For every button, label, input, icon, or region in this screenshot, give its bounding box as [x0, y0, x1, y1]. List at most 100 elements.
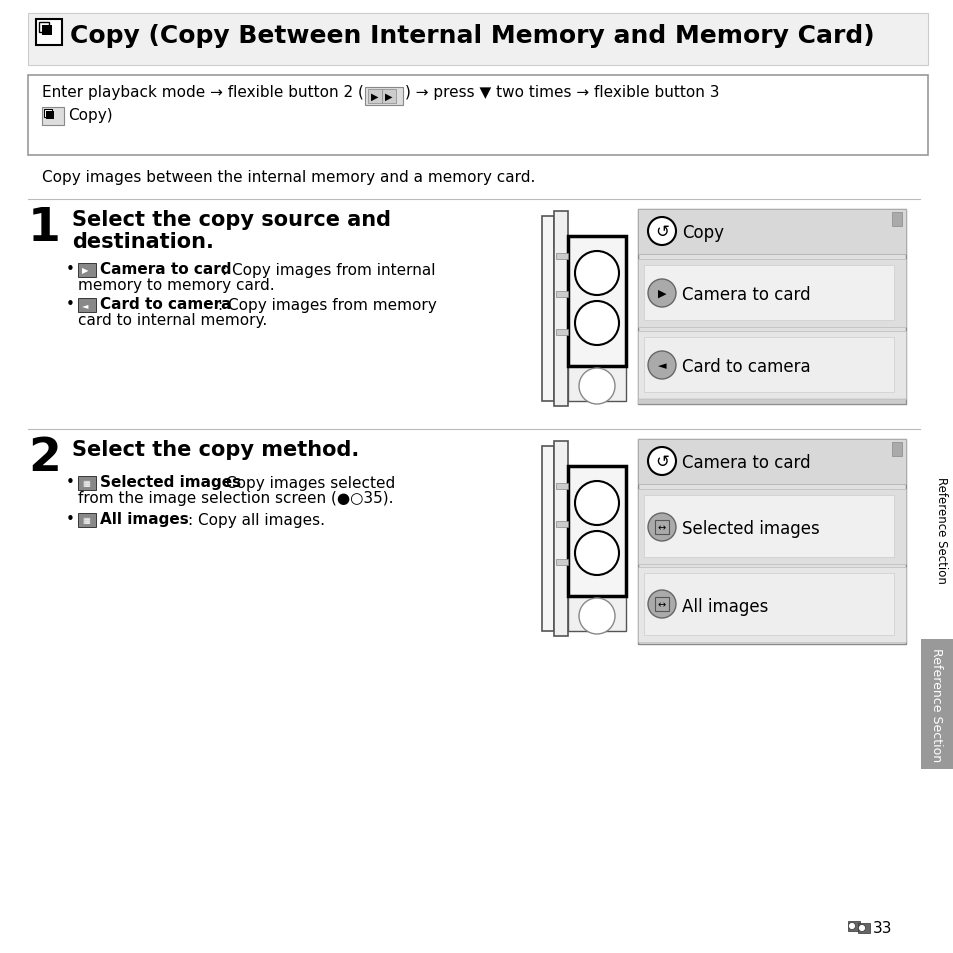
Bar [857, 923, 869, 933]
Bar [78, 514, 96, 527]
Circle shape [578, 369, 615, 405]
Text: All images: All images [681, 598, 767, 616]
Text: ↔: ↔ [658, 522, 665, 533]
Bar [556, 483, 567, 490]
Circle shape [647, 218, 676, 246]
Bar [567, 236, 625, 367]
Text: from the image selection screen (●○35).: from the image selection screen (●○35). [78, 491, 393, 505]
Circle shape [858, 924, 864, 931]
Text: Reference Section: Reference Section [929, 647, 943, 761]
Text: card to internal memory.: card to internal memory. [78, 313, 267, 328]
Bar [554, 212, 567, 407]
Bar [365, 88, 402, 106]
Text: Copy): Copy) [68, 108, 112, 123]
Bar [556, 330, 567, 335]
Circle shape [647, 590, 676, 618]
Text: 1: 1 [28, 206, 61, 251]
Text: •: • [66, 512, 74, 526]
Text: ▶: ▶ [371, 91, 378, 102]
Text: ▶: ▶ [82, 266, 89, 275]
Bar [554, 441, 567, 637]
Bar [381, 90, 395, 104]
Circle shape [647, 280, 676, 308]
Text: : Copy images selected: : Copy images selected [215, 476, 395, 491]
Bar [541, 216, 554, 401]
Text: Select the copy source and: Select the copy source and [71, 210, 391, 230]
Text: Copy: Copy [681, 224, 723, 242]
Text: Select the copy method.: Select the copy method. [71, 439, 359, 459]
Text: memory to memory card.: memory to memory card. [78, 277, 274, 293]
Text: destination.: destination. [71, 232, 213, 252]
Bar [643, 266, 893, 320]
Circle shape [575, 532, 618, 576]
Text: Card to camera: Card to camera [681, 357, 810, 375]
Bar [78, 298, 96, 313]
Text: Copy (Copy Between Internal Memory and Memory Card): Copy (Copy Between Internal Memory and M… [70, 24, 874, 48]
Text: 33: 33 [872, 920, 892, 935]
Bar [541, 447, 554, 631]
Bar [78, 476, 96, 491]
Bar [638, 439, 905, 644]
Circle shape [575, 252, 618, 295]
Text: ▶: ▶ [657, 289, 665, 298]
Bar [567, 597, 625, 631]
Text: Copy images between the internal memory and a memory card.: Copy images between the internal memory … [42, 170, 535, 185]
Bar [920, 639, 953, 769]
Circle shape [647, 514, 676, 541]
Bar [46, 112, 54, 120]
Bar [891, 442, 901, 456]
Text: ◄: ◄ [657, 360, 665, 371]
Bar [28, 76, 927, 156]
Text: ▶: ▶ [385, 91, 393, 102]
Text: Enter playback mode → flexible button 2 (: Enter playback mode → flexible button 2 … [42, 85, 363, 100]
Bar [643, 337, 893, 393]
Text: Camera to card: Camera to card [100, 262, 232, 276]
Text: ▦: ▦ [82, 479, 90, 488]
Bar [847, 921, 859, 931]
Text: •: • [66, 262, 74, 276]
Bar [638, 210, 905, 254]
Bar [638, 210, 905, 405]
Circle shape [647, 448, 676, 476]
Text: : Copy all images.: : Copy all images. [188, 513, 325, 527]
Bar [638, 399, 905, 405]
Bar [567, 367, 625, 401]
Bar [44, 110, 52, 118]
Circle shape [847, 923, 855, 929]
Text: Camera to card: Camera to card [681, 454, 810, 472]
Bar [556, 521, 567, 527]
Text: Selected images: Selected images [681, 519, 819, 537]
Text: ▦: ▦ [82, 516, 90, 525]
Text: Camera to card: Camera to card [681, 286, 810, 304]
Text: ↔: ↔ [658, 599, 665, 609]
Bar [556, 292, 567, 297]
Text: ↺: ↺ [655, 453, 668, 471]
Bar [643, 496, 893, 558]
Text: ◄: ◄ [82, 301, 89, 310]
Bar [78, 264, 96, 277]
Bar [638, 332, 905, 399]
Text: 2: 2 [28, 436, 61, 480]
Text: •: • [66, 475, 74, 490]
Circle shape [575, 481, 618, 525]
Bar [368, 90, 381, 104]
Bar [556, 253, 567, 260]
Bar [39, 23, 49, 33]
Text: All images: All images [100, 512, 189, 526]
Text: Reference Section: Reference Section [935, 476, 947, 583]
Text: : Copy images from internal: : Copy images from internal [222, 263, 435, 277]
Bar [638, 439, 905, 484]
Circle shape [578, 598, 615, 635]
Text: Card to camera: Card to camera [100, 296, 232, 312]
Text: •: • [66, 296, 74, 312]
Bar [42, 108, 64, 126]
Circle shape [575, 302, 618, 346]
Bar [556, 559, 567, 565]
Circle shape [647, 352, 676, 379]
Text: ) → press ▼ two times → flexible button 3: ) → press ▼ two times → flexible button … [405, 85, 719, 100]
Bar [891, 213, 901, 227]
Bar [638, 490, 905, 564]
Text: Selected images: Selected images [100, 475, 241, 490]
Text: ↺: ↺ [655, 223, 668, 241]
Text: : Copy images from memory: : Copy images from memory [218, 297, 436, 313]
